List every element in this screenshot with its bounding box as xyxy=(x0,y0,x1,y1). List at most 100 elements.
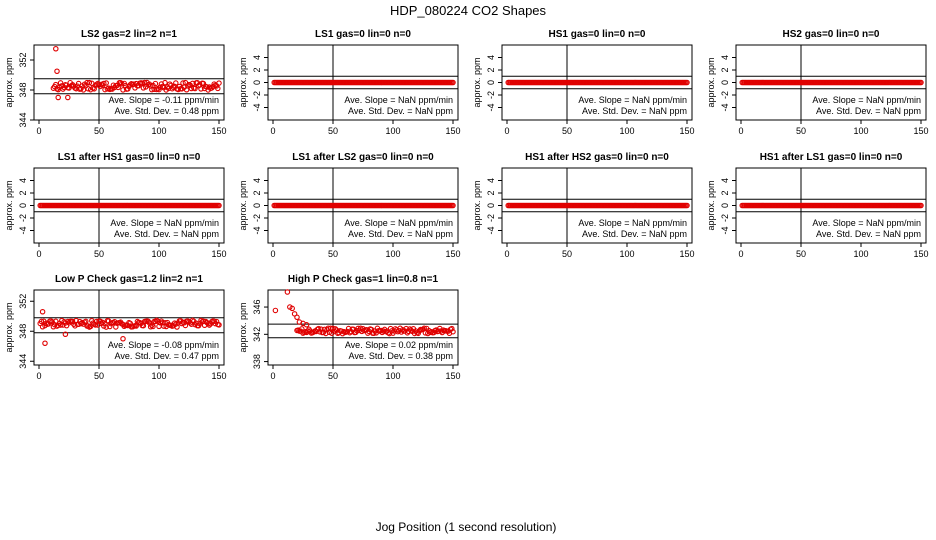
x-tick-label: 100 xyxy=(853,126,868,136)
y-tick-label: 4 xyxy=(486,55,496,60)
data-point xyxy=(96,82,102,88)
data-point xyxy=(54,68,60,75)
y-tick-label: -2 xyxy=(486,91,496,99)
y-axis-label: approx. ppm xyxy=(706,57,716,107)
data-point xyxy=(101,80,107,87)
y-tick-label: 2 xyxy=(720,190,730,195)
data-point xyxy=(315,325,322,332)
data-point xyxy=(167,81,173,87)
y-axis-label: approx. ppm xyxy=(706,180,716,230)
x-tick-label: 50 xyxy=(328,371,338,381)
data-point xyxy=(120,87,126,93)
data-point xyxy=(150,323,156,330)
data-point xyxy=(192,85,198,92)
data-point xyxy=(420,326,426,333)
y-tick-label: -4 xyxy=(486,103,496,111)
plot-frame xyxy=(267,289,459,366)
y-tick-label: 348 xyxy=(18,324,28,339)
data-point xyxy=(171,320,178,326)
y-axis-label: approx. ppm xyxy=(4,302,14,352)
x-tick-label: 0 xyxy=(738,249,743,259)
data-point xyxy=(157,84,163,90)
data-point xyxy=(103,324,109,330)
y-tick-label: 0 xyxy=(720,80,730,85)
plot-frame xyxy=(33,44,225,121)
y-tick-label: -4 xyxy=(720,103,730,111)
x-tick-label: 150 xyxy=(913,126,928,136)
data-point xyxy=(57,80,64,86)
y-tick-label: 346 xyxy=(252,300,262,315)
panel-title: LS2 gas=2 lin=2 n=1 xyxy=(81,29,177,40)
data-point xyxy=(216,322,222,328)
x-tick-label: 100 xyxy=(151,126,166,136)
y-tick-label: 0 xyxy=(18,203,28,208)
x-tick-label: 0 xyxy=(36,126,41,136)
y-tick-label: -4 xyxy=(18,226,28,234)
data-point xyxy=(92,322,99,328)
std-dev-annotation: Ave. Std. Dev. = NaN ppm xyxy=(114,229,219,239)
panel-title: LS1 gas=0 lin=0 n=0 xyxy=(315,29,411,40)
panel: HS1 gas=0 lin=0 n=0 approx. ppm -4 -2 0 2 4 0 50… xyxy=(472,29,695,136)
data-point xyxy=(216,202,222,209)
data-point xyxy=(450,202,456,209)
y-tick-label: 4 xyxy=(720,55,730,60)
slope-annotation: Ave. Slope = NaN ppm/min xyxy=(812,218,921,228)
x-tick-label: 150 xyxy=(445,126,460,136)
y-tick-label: 352 xyxy=(18,294,28,309)
data-point xyxy=(332,326,339,332)
data-point xyxy=(107,323,113,330)
x-tick-label: 50 xyxy=(796,249,806,259)
y-tick-label: 348 xyxy=(18,82,28,97)
y-tick-label: 2 xyxy=(252,67,262,72)
y-tick-label: -2 xyxy=(18,214,28,222)
std-dev-annotation: Ave. Std. Dev. = NaN ppm xyxy=(582,229,687,239)
x-tick-label: 0 xyxy=(504,249,509,259)
slope-annotation: Ave. Slope = 0.02 ppm/min xyxy=(345,340,453,350)
x-tick-label: 100 xyxy=(385,126,400,136)
data-point xyxy=(684,202,690,209)
panel: HS1 after HS2 gas=0 lin=0 n=0 approx. ppm… xyxy=(472,152,695,259)
data-point xyxy=(284,289,291,295)
x-tick-label: 100 xyxy=(853,249,868,259)
x-tick-label: 100 xyxy=(619,126,634,136)
slope-annotation: Ave. Slope = NaN ppm/min xyxy=(812,95,921,105)
panel-title: HS1 gas=0 lin=0 n=0 xyxy=(549,29,646,40)
y-tick-label: 352 xyxy=(18,52,28,67)
data-point xyxy=(198,86,204,92)
data-point xyxy=(69,318,76,325)
std-dev-annotation: Ave. Std. Dev. = NaN ppm xyxy=(816,229,921,239)
panel-title: HS1 after LS1 gas=0 lin=0 n=0 xyxy=(760,152,903,163)
x-tick-label: 150 xyxy=(913,249,928,259)
y-axis-label: approx. ppm xyxy=(238,57,248,107)
slope-annotation: Ave. Slope = NaN ppm/min xyxy=(344,95,453,105)
data-point xyxy=(75,80,82,87)
std-dev-annotation: Ave. Std. Dev. = 0.48 ppm xyxy=(115,106,219,116)
std-dev-annotation: Ave. Std. Dev. = NaN ppm xyxy=(582,106,687,116)
y-tick-label: 4 xyxy=(486,178,496,183)
x-tick-label: 150 xyxy=(211,126,226,136)
x-tick-label: 150 xyxy=(445,249,460,259)
x-tick-label: 0 xyxy=(504,126,509,136)
y-tick-label: 2 xyxy=(252,190,262,195)
main-title: HDP_080224 CO2 Shapes xyxy=(390,3,547,18)
data-point xyxy=(215,85,221,92)
data-point xyxy=(289,305,295,312)
data-point xyxy=(149,322,155,329)
x-tick-label: 0 xyxy=(36,249,41,259)
data-point xyxy=(103,80,109,86)
data-point xyxy=(317,329,323,335)
slope-annotation: Ave. Slope = -0.11 ppm/min xyxy=(109,95,219,105)
data-point xyxy=(303,322,310,328)
y-tick-label: -2 xyxy=(720,214,730,222)
data-point xyxy=(198,317,204,324)
data-point xyxy=(42,340,48,346)
panel-title: High P Check gas=1 lin=0.8 n=1 xyxy=(288,274,439,285)
x-tick-label: 100 xyxy=(151,371,166,381)
data-point xyxy=(117,80,124,86)
y-tick-label: 0 xyxy=(486,203,496,208)
y-tick-label: 0 xyxy=(252,203,262,208)
data-point xyxy=(918,202,924,209)
data-point xyxy=(86,79,93,86)
y-axis-label: approx. ppm xyxy=(238,302,248,352)
